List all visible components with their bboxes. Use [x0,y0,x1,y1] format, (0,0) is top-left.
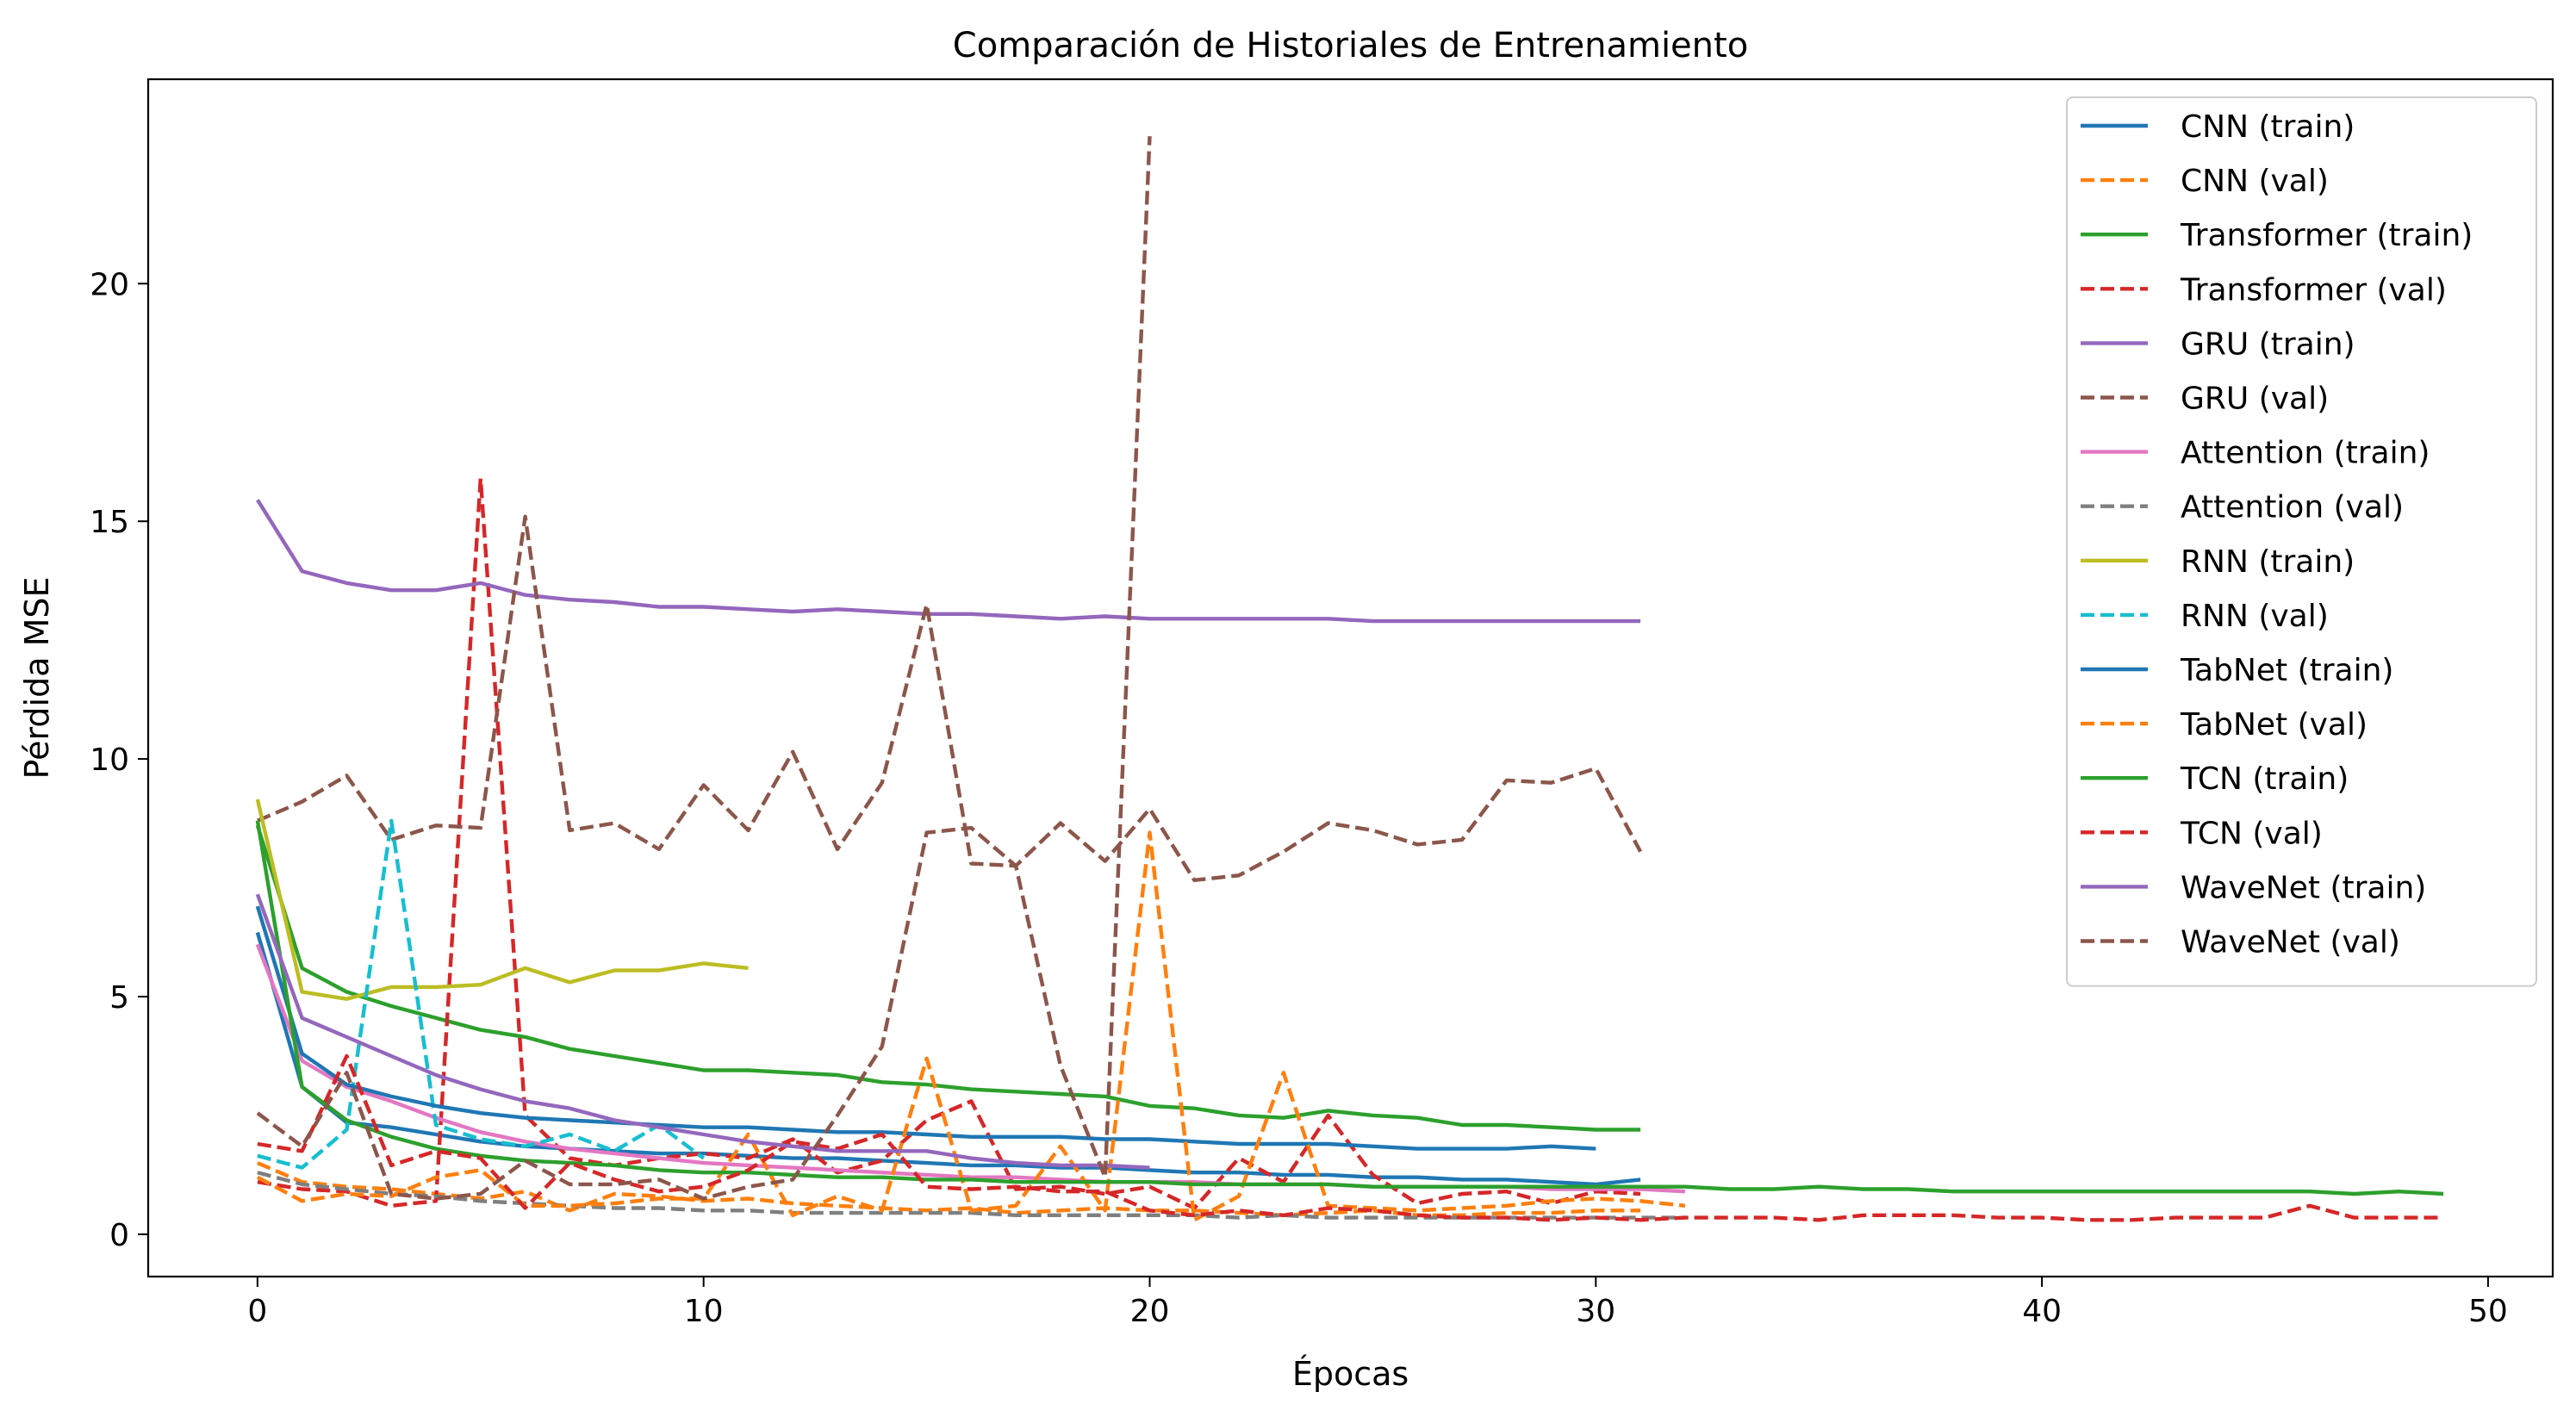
y-tick-label: 15 [90,505,129,540]
legend-label: Attention (train) [2181,436,2430,471]
legend-label: Attention (val) [2181,490,2404,525]
y-tick-label: 0 [109,1218,129,1253]
x-tick-label: 30 [1576,1294,1615,1329]
x-axis-label: Épocas [1292,1355,1409,1393]
legend-label: Transformer (train) [2180,218,2473,253]
series-line-1 [257,1161,1641,1218]
series-line-2 [255,824,1641,1132]
x-tick-label: 40 [2022,1294,2062,1329]
legend: CNN (train) CNN (val) Transformer (train) T… [2066,96,2537,987]
legend-label: RNN (train) [2181,544,2355,580]
y-axis-label: Pérdida MSE [18,577,56,780]
plot-frame [146,78,2554,1278]
legend-label: TabNet (train) [2180,653,2393,688]
series-line-8 [255,798,749,1001]
series-line-5 [257,514,1643,882]
series-line-9 [257,818,706,1170]
legend-label: GRU (train) [2181,326,2355,362]
series-line-11 [256,830,1686,1222]
y-tick-label: 5 [109,980,129,1016]
series-line-15 [256,136,1152,1201]
series-line-14 [255,893,1150,1170]
legend-label: CNN (train) [2181,109,2355,145]
legend-label: WaveNet (val) [2181,925,2400,960]
legend-label: TCN (train) [2180,761,2349,797]
x-tick-label: 10 [684,1294,724,1329]
series-line-0 [255,931,1641,1187]
legend-label: TCN (val) [2180,816,2323,851]
axes: 0 10 20 30 40 50 0 5 10 15 20 [90,267,2508,1329]
y-tick-label: 20 [90,267,129,302]
x-tick-label: 20 [1130,1294,1170,1329]
legend-label: CNN (val) [2181,164,2329,199]
legend-label: Transformer (val) [2180,272,2447,308]
chart-title: Comparación de Historiales de Entrenamie… [953,26,1748,65]
legend-label: TabNet (val) [2180,707,2368,743]
legend-box [2066,96,2537,987]
x-tick-label: 0 [247,1294,267,1329]
legend-label: GRU (val) [2181,382,2329,417]
series-line-13 [257,1053,2444,1222]
x-tick-label: 50 [2468,1294,2508,1329]
plot-area [255,136,2444,1222]
series-line-10 [255,905,1596,1151]
legend-label: WaveNet (train) [2181,870,2426,905]
series-line-4 [256,499,1641,624]
legend-label: RNN (val) [2181,599,2329,634]
y-tick-label: 10 [90,743,129,778]
series-line-12 [255,820,2444,1196]
